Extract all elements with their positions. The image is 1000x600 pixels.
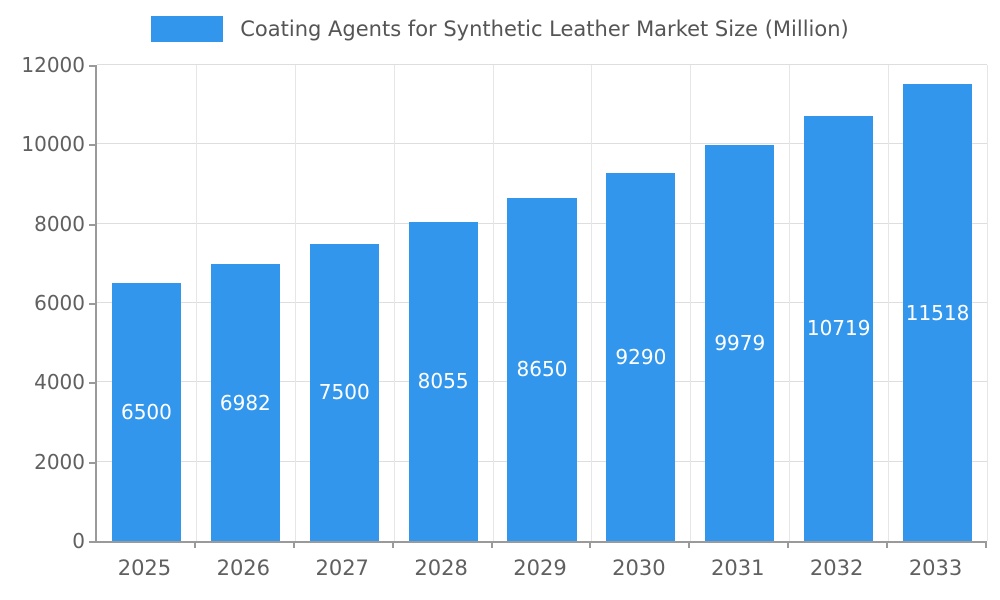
y-axis-tick-label: 12000: [21, 53, 85, 77]
y-axis-tick: [89, 461, 96, 464]
legend: Coating Agents for Synthetic Leather Mar…: [0, 16, 1000, 42]
bar-value-label: 7500: [318, 380, 370, 405]
bar-value-label: 6982: [219, 390, 271, 415]
bar-2029: 8650: [507, 197, 577, 541]
bar-2030: 9290: [606, 172, 676, 541]
y-axis-tick-label: 4000: [34, 370, 85, 395]
x-axis-tick: [985, 541, 987, 548]
plot-area: 6500 6982 7500 8055 8650 9290 9979 10719 11518: [95, 64, 988, 543]
y-axis-tick: [89, 65, 96, 67]
bar-value-label: 10719: [806, 316, 871, 341]
bar-value-label: 8055: [417, 369, 469, 394]
y-axis-tick: [89, 223, 96, 226]
x-axis-tick-label: 2025: [117, 556, 172, 580]
x-axis-tick: [886, 541, 889, 548]
x-gridline: [789, 65, 791, 541]
legend-swatch: [151, 16, 224, 42]
y-axis-tick: [89, 303, 96, 305]
bar-2025: 6500: [111, 283, 182, 541]
bar-2031: 9979: [705, 145, 775, 541]
x-gridline: [492, 65, 494, 541]
x-axis-tick-label: 2032: [809, 556, 864, 580]
y-axis-tick-label: 0: [72, 529, 85, 553]
y-axis-tick-label: 10000: [21, 132, 85, 157]
x-gridline: [195, 65, 197, 541]
y-axis-tick-label: 6000: [34, 291, 85, 315]
x-axis-tick: [688, 541, 691, 548]
x-axis-tick: [787, 541, 790, 548]
bar-value-label: 9290: [615, 344, 667, 369]
x-gridline: [294, 65, 296, 541]
x-axis-tick-label: 2033: [908, 556, 963, 580]
legend-label: Coating Agents for Synthetic Leather Mar…: [240, 17, 849, 41]
bar-value-label: 8650: [516, 357, 568, 382]
x-axis-tick: [193, 541, 196, 548]
y-axis-tick-label: 2000: [34, 449, 85, 474]
x-axis-tick-label: 2026: [216, 556, 271, 580]
y-gridline: [97, 64, 987, 65]
bar-value-label: 6500: [120, 400, 172, 425]
x-gridline: [987, 65, 988, 541]
x-axis-tick: [292, 541, 295, 548]
x-axis-tick-label: 2028: [414, 556, 468, 580]
bar-2033: 11518: [902, 84, 973, 541]
bar-2032: 10719: [804, 115, 874, 541]
bar-2026: 6982: [210, 264, 280, 541]
y-axis-tick: [89, 382, 96, 385]
x-axis-tick-label: 2030: [612, 556, 666, 580]
x-axis-tick-label: 2027: [315, 556, 369, 580]
bar-2027: 7500: [309, 243, 379, 541]
y-gridline: [97, 143, 987, 145]
x-axis-tick: [391, 541, 394, 548]
bar-2028: 8055: [408, 221, 478, 541]
x-gridline: [393, 65, 395, 541]
x-axis-tick-label: 2031: [711, 556, 765, 580]
bar-value-label: 11518: [905, 300, 970, 325]
y-axis-tick: [89, 144, 96, 147]
x-axis-tick-label: 2029: [513, 556, 567, 580]
y-axis-tick-label: 8000: [34, 211, 85, 236]
y-axis-tick: [89, 541, 96, 543]
bar-value-label: 9979: [714, 331, 766, 356]
x-gridline: [591, 65, 593, 541]
x-gridline: [690, 65, 692, 541]
x-axis-tick: [490, 541, 493, 548]
x-axis-tick: [589, 541, 592, 548]
x-gridline: [888, 65, 890, 541]
